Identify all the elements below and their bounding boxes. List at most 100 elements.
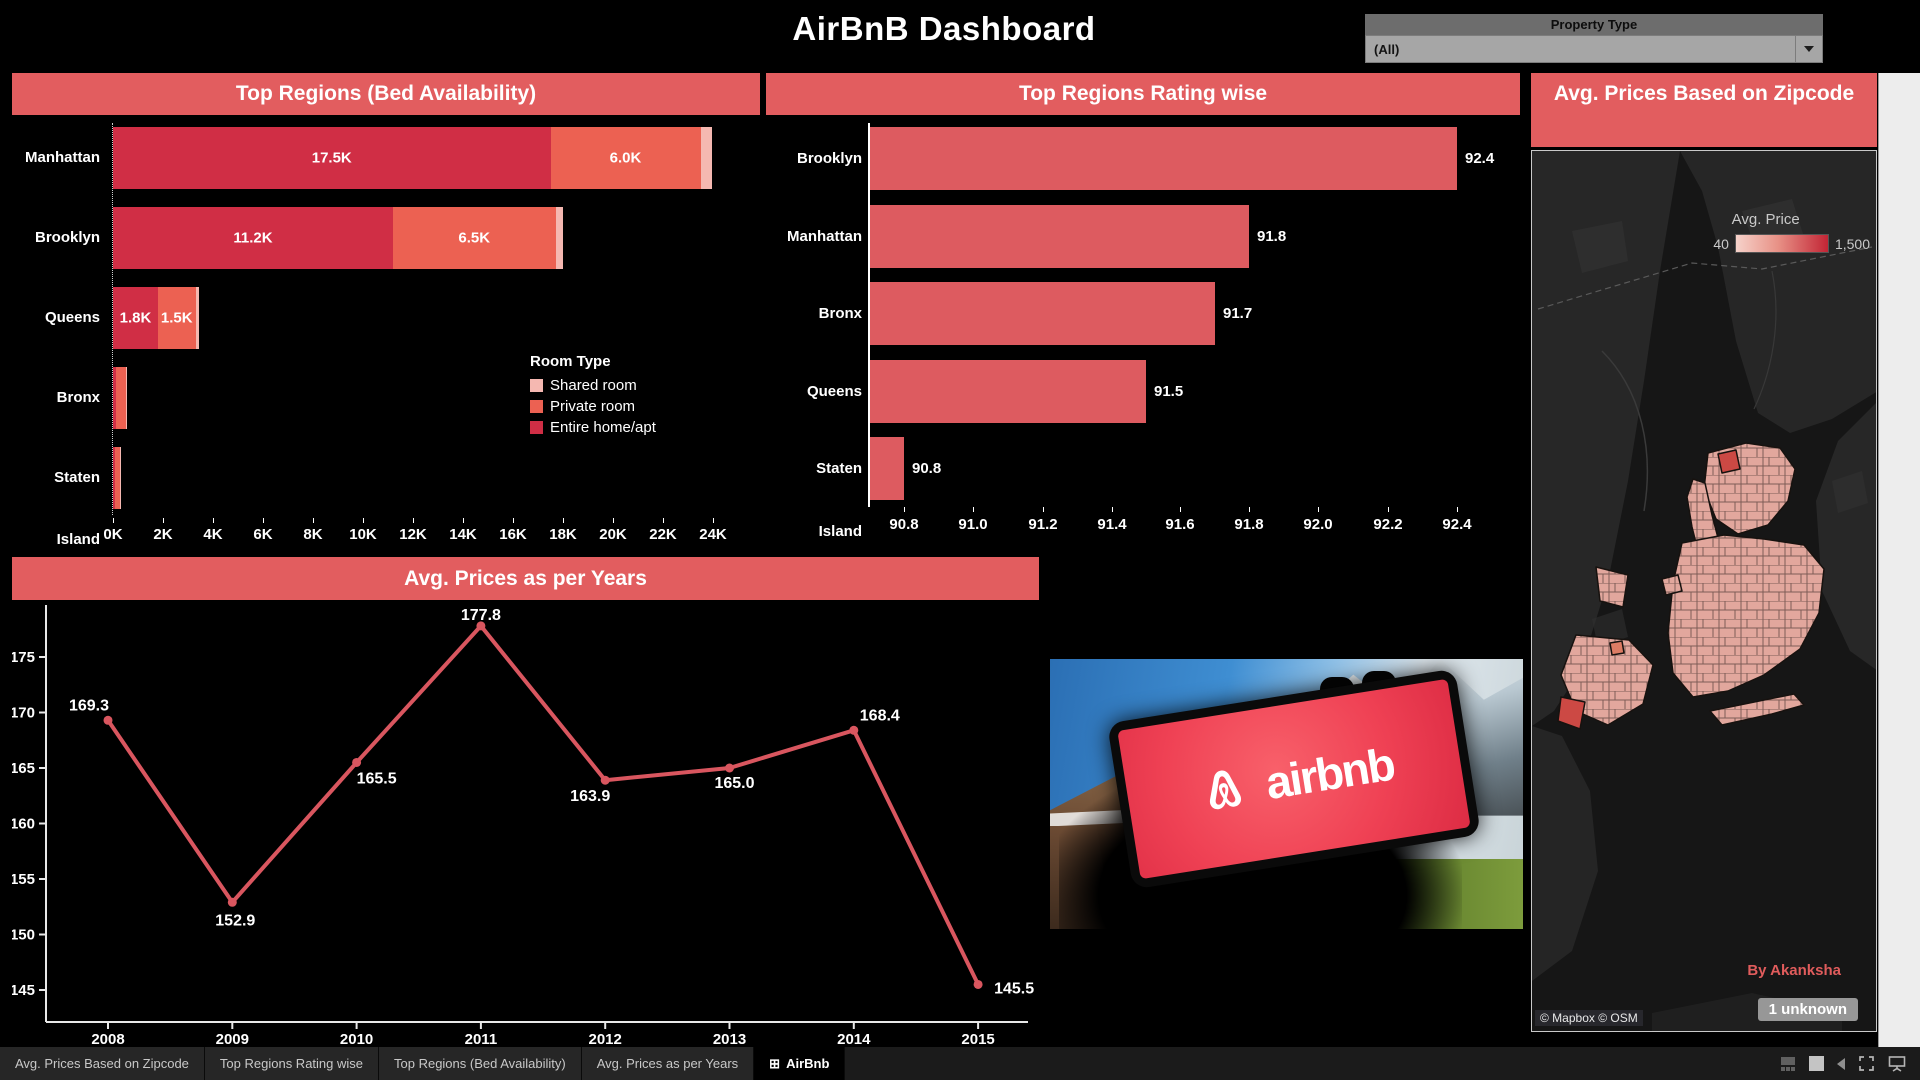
beds-axis-tick-label: 2K — [153, 526, 173, 543]
unknown-count-badge[interactable]: 1 unknown — [1757, 998, 1858, 1021]
price-point-2011[interactable] — [476, 621, 486, 631]
beds-category-label: Brooklyn — [34, 229, 100, 246]
bar-value-label: 6.5K — [458, 229, 491, 247]
sheet-tab-bar: Avg. Prices Based on Zipcode Top Regions … — [0, 1047, 1920, 1080]
price-point-label: 169.3 — [69, 697, 109, 714]
bar-segment-entire-home-apt[interactable]: 1.8K — [113, 287, 158, 349]
presentation-mode-icon[interactable] — [1888, 1055, 1906, 1072]
ratings-category-label: Staten Island — [816, 460, 862, 540]
property-type-filter: Property Type (All) — [1365, 14, 1823, 63]
years-x-tick-label: 2013 — [713, 1031, 746, 1047]
bar-segment-shared-room[interactable] — [119, 447, 121, 509]
bar-value-label: 1.8K — [119, 309, 152, 327]
beds-axis-tick-label: 4K — [203, 526, 223, 543]
sheet-tab-avg-prices-as-per-years[interactable]: Avg. Prices as per Years — [581, 1047, 755, 1080]
sheet-tab-label: AirBnb — [786, 1056, 830, 1071]
beds-axis-tick-label: 12K — [399, 526, 427, 543]
beds-axis-tick — [413, 518, 414, 523]
legend-swatch — [530, 400, 543, 413]
airbnb-belo-icon — [1209, 770, 1241, 810]
zipcode-region-high-price[interactable] — [1557, 696, 1586, 730]
bar-segment-shared-room[interactable] — [700, 127, 712, 189]
sheet-tab-avg-prices-based-on-zipcode[interactable]: Avg. Prices Based on Zipcode — [0, 1047, 205, 1080]
sheet-icon[interactable] — [1809, 1056, 1824, 1071]
zipcode-choropleth[interactable] — [1557, 442, 1825, 730]
room-type-legend: Room Type Shared room Private room Entire … — [530, 353, 656, 438]
legend-item-shared-room[interactable]: Shared room — [530, 375, 656, 396]
dropdown-arrow-button[interactable] — [1795, 36, 1822, 62]
ratings-axis-tick-label: 91.6 — [1165, 516, 1195, 533]
rating-bar[interactable] — [870, 127, 1457, 190]
beds-axis-tick — [663, 518, 664, 523]
years-y-tick-label: 145 — [12, 982, 35, 999]
photo-phone: airbnb — [1107, 668, 1481, 890]
price-point-label: 177.8 — [461, 607, 501, 624]
zipcode-region-high-price[interactable] — [1717, 449, 1741, 474]
rating-bar[interactable] — [870, 282, 1215, 345]
years-y-tick-label: 170 — [12, 705, 35, 722]
zipcode-map[interactable] — [1532, 151, 1877, 1032]
bar-value-label: 6.0K — [609, 149, 642, 167]
sheet-tab-airbnb[interactable]: ⊞ AirBnb — [754, 1047, 846, 1080]
beds-axis-tick — [263, 518, 264, 523]
zipcode-region-brooklyn-queens[interactable] — [1667, 534, 1825, 698]
legend-item-entire-home-apt[interactable]: Entire home/apt — [530, 417, 656, 438]
price-point-2014[interactable] — [849, 725, 859, 735]
years-y-tick-label: 160 — [12, 816, 35, 833]
rating-bar[interactable] — [870, 360, 1146, 423]
years-x-tick-label: 2009 — [216, 1031, 249, 1047]
right-scroll-strip[interactable] — [1878, 73, 1920, 1047]
years-y-tick-label: 175 — [12, 649, 35, 666]
price-point-2015[interactable] — [973, 979, 983, 989]
property-type-dropdown[interactable]: (All) — [1365, 35, 1823, 63]
airbnb-screen: airbnb — [1117, 678, 1471, 880]
legend-item-private-room[interactable]: Private room — [530, 396, 656, 417]
bar-segment-private-room[interactable] — [115, 447, 120, 509]
bar-segment-entire-home-apt[interactable]: 17.5K — [113, 127, 551, 189]
ratings-axis-tick-label: 91.4 — [1097, 516, 1127, 533]
legend-label: Entire home/apt — [550, 419, 656, 436]
bar-segment-private-room[interactable]: 6.5K — [393, 207, 556, 269]
price-point-2008[interactable] — [103, 715, 113, 725]
ratings-axis-tick — [1318, 507, 1319, 512]
bar-segment-shared-room[interactable] — [195, 287, 199, 349]
price-point-2013[interactable] — [725, 763, 734, 773]
sheet-tab-top-regions-rating-wise[interactable]: Top Regions Rating wise — [204, 1047, 379, 1080]
beds-axis-tick-label: 18K — [549, 526, 577, 543]
price-point-2012[interactable] — [600, 775, 610, 785]
bar-segment-shared-room[interactable] — [555, 207, 563, 269]
beds-axis-tick-label: 24K — [699, 526, 727, 543]
beds-axis-tick-label: 10K — [349, 526, 377, 543]
zipcode-region-rockaway[interactable] — [1709, 693, 1805, 726]
years-chart-title: Avg. Prices as per Years — [12, 557, 1039, 600]
zipcode-region-west[interactable] — [1595, 566, 1629, 608]
bar-segment-entire-home-apt[interactable] — [113, 367, 116, 429]
beds-axis-tick — [163, 518, 164, 523]
bar-segment-entire-home-apt[interactable]: 11.2K — [113, 207, 393, 269]
bar-value-label: 17.5K — [311, 149, 352, 167]
rating-bar[interactable] — [870, 437, 904, 500]
price-color-legend: Avg. Price 40 1,500 — [1713, 211, 1870, 253]
bar-segment-private-room[interactable]: 1.5K — [158, 287, 196, 349]
zipcode-region-mid-price[interactable] — [1609, 640, 1625, 656]
rating-bar[interactable] — [870, 205, 1249, 268]
price-point-2010[interactable] — [352, 757, 362, 767]
bar-segment-private-room[interactable]: 6.0K — [550, 127, 701, 189]
beds-bar-row — [113, 447, 121, 509]
sheet-tab-label: Avg. Prices Based on Zipcode — [15, 1056, 189, 1071]
price-line[interactable] — [106, 623, 981, 987]
zipcode-region-small[interactable] — [1661, 574, 1683, 596]
years-x-tick-label: 2011 — [465, 1031, 498, 1047]
legend-label: Shared room — [550, 377, 637, 394]
bar-segment-private-room[interactable] — [116, 367, 126, 429]
fullscreen-icon[interactable] — [1858, 1055, 1875, 1072]
price-point-2009[interactable] — [227, 897, 237, 907]
filter-title: Property Type — [1365, 14, 1823, 35]
chevron-down-icon — [1804, 46, 1814, 52]
sheet-tab-top-regions-bed-availability[interactable]: Top Regions (Bed Availability) — [379, 1047, 582, 1080]
sheet-tab-label: Top Regions (Bed Availability) — [394, 1056, 566, 1071]
data-grid-icon[interactable] — [1780, 1056, 1796, 1072]
bar-segment-shared-room[interactable] — [125, 367, 127, 429]
bar-segment-entire-home-apt[interactable] — [113, 447, 115, 509]
previous-sheet-icon[interactable] — [1837, 1057, 1845, 1070]
